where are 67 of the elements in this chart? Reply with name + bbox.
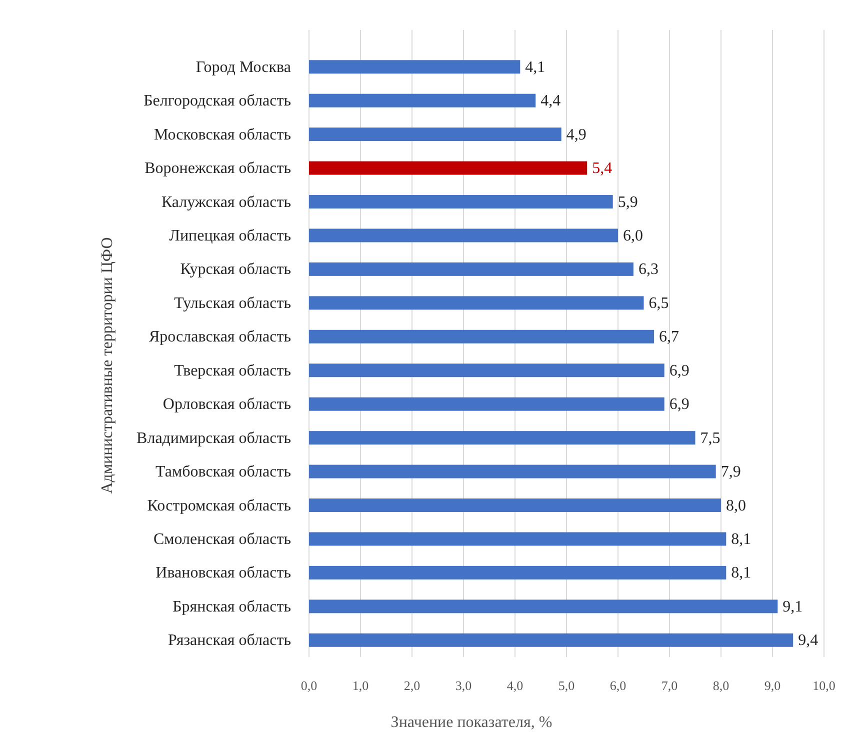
data-label: 5,4: [592, 160, 612, 178]
x-tick-label: 8,0: [712, 678, 730, 693]
bar: [309, 128, 562, 142]
bar: [309, 431, 696, 445]
bar: [309, 364, 664, 378]
y-tick-label: Калужская область: [161, 194, 291, 211]
x-tick-label: 6,0: [610, 678, 626, 693]
bar: [309, 195, 613, 208]
y-tick-label: Орловская область: [162, 396, 291, 414]
y-tick-label: Московская область: [154, 126, 291, 144]
data-label: 6,9: [669, 396, 690, 414]
y-tick-label: Липецкая область: [169, 227, 291, 244]
y-tick-label: Владимирская область: [136, 430, 291, 447]
x-tick-label: 5,0: [558, 678, 575, 693]
data-label: 9,1: [782, 598, 803, 616]
data-label: 8,1: [731, 564, 752, 582]
y-tick-label: Ивановская область: [156, 564, 291, 582]
bar: [309, 228, 618, 242]
y-tick-label: Город Москва: [196, 58, 291, 76]
x-tick-label: 1,0: [352, 678, 369, 693]
bar: [309, 532, 726, 546]
data-label: 9,4: [798, 632, 818, 650]
x-tick-label: 2,0: [404, 678, 420, 693]
data-label: 4,9: [566, 126, 586, 144]
x-tick-label: 10,0: [812, 678, 836, 693]
data-label: 7,5: [700, 430, 720, 447]
bar: [309, 161, 588, 175]
bar: [309, 60, 520, 74]
y-tick-label: Тверская область: [174, 362, 291, 380]
data-label: 7,9: [720, 464, 741, 481]
bar: [309, 296, 644, 310]
data-label: 8,0: [726, 497, 746, 514]
y-tick-label: Курская область: [180, 261, 291, 278]
x-axis-title: Значение показателя, %: [390, 714, 552, 731]
data-label: 8,1: [731, 530, 752, 548]
data-label: 4,4: [540, 92, 561, 110]
bar: [309, 464, 716, 478]
bar: [309, 566, 726, 580]
x-tick-label: 0,0: [300, 678, 318, 693]
y-axis-title: Административные территории ЦФО: [99, 237, 116, 494]
data-label: 6,7: [659, 328, 680, 346]
bar: [309, 633, 794, 647]
x-tick-label: 7,0: [661, 678, 678, 693]
y-tick-label: Воронежская область: [144, 160, 291, 178]
data-label: 6,5: [648, 294, 669, 312]
bar: [309, 262, 634, 276]
data-label: 5,9: [618, 194, 638, 211]
bar: [309, 94, 536, 108]
y-tick-label: Тульская область: [174, 294, 291, 312]
y-tick-label: Белгородская область: [144, 92, 291, 110]
data-label: 6,0: [623, 227, 643, 244]
data-label: 6,9: [669, 362, 690, 380]
bar: [309, 600, 778, 614]
y-tick-label: Тамбовская область: [155, 464, 291, 481]
y-tick-label: Брянская область: [172, 598, 291, 616]
y-tick-label: Ярославская область: [148, 328, 291, 346]
y-tick-label: Смоленская область: [153, 530, 291, 548]
bar: [309, 397, 664, 411]
data-label: 4,1: [525, 58, 546, 76]
x-tick-label: 4,0: [506, 678, 524, 693]
bar: [309, 330, 654, 344]
y-tick-label: Рязанская область: [168, 632, 291, 650]
bar: [309, 498, 721, 512]
x-tick-label: 9,0: [764, 678, 781, 693]
data-label: 6,3: [638, 261, 658, 278]
x-tick-label: 3,0: [455, 678, 472, 693]
y-tick-label: Костромская область: [147, 497, 291, 514]
